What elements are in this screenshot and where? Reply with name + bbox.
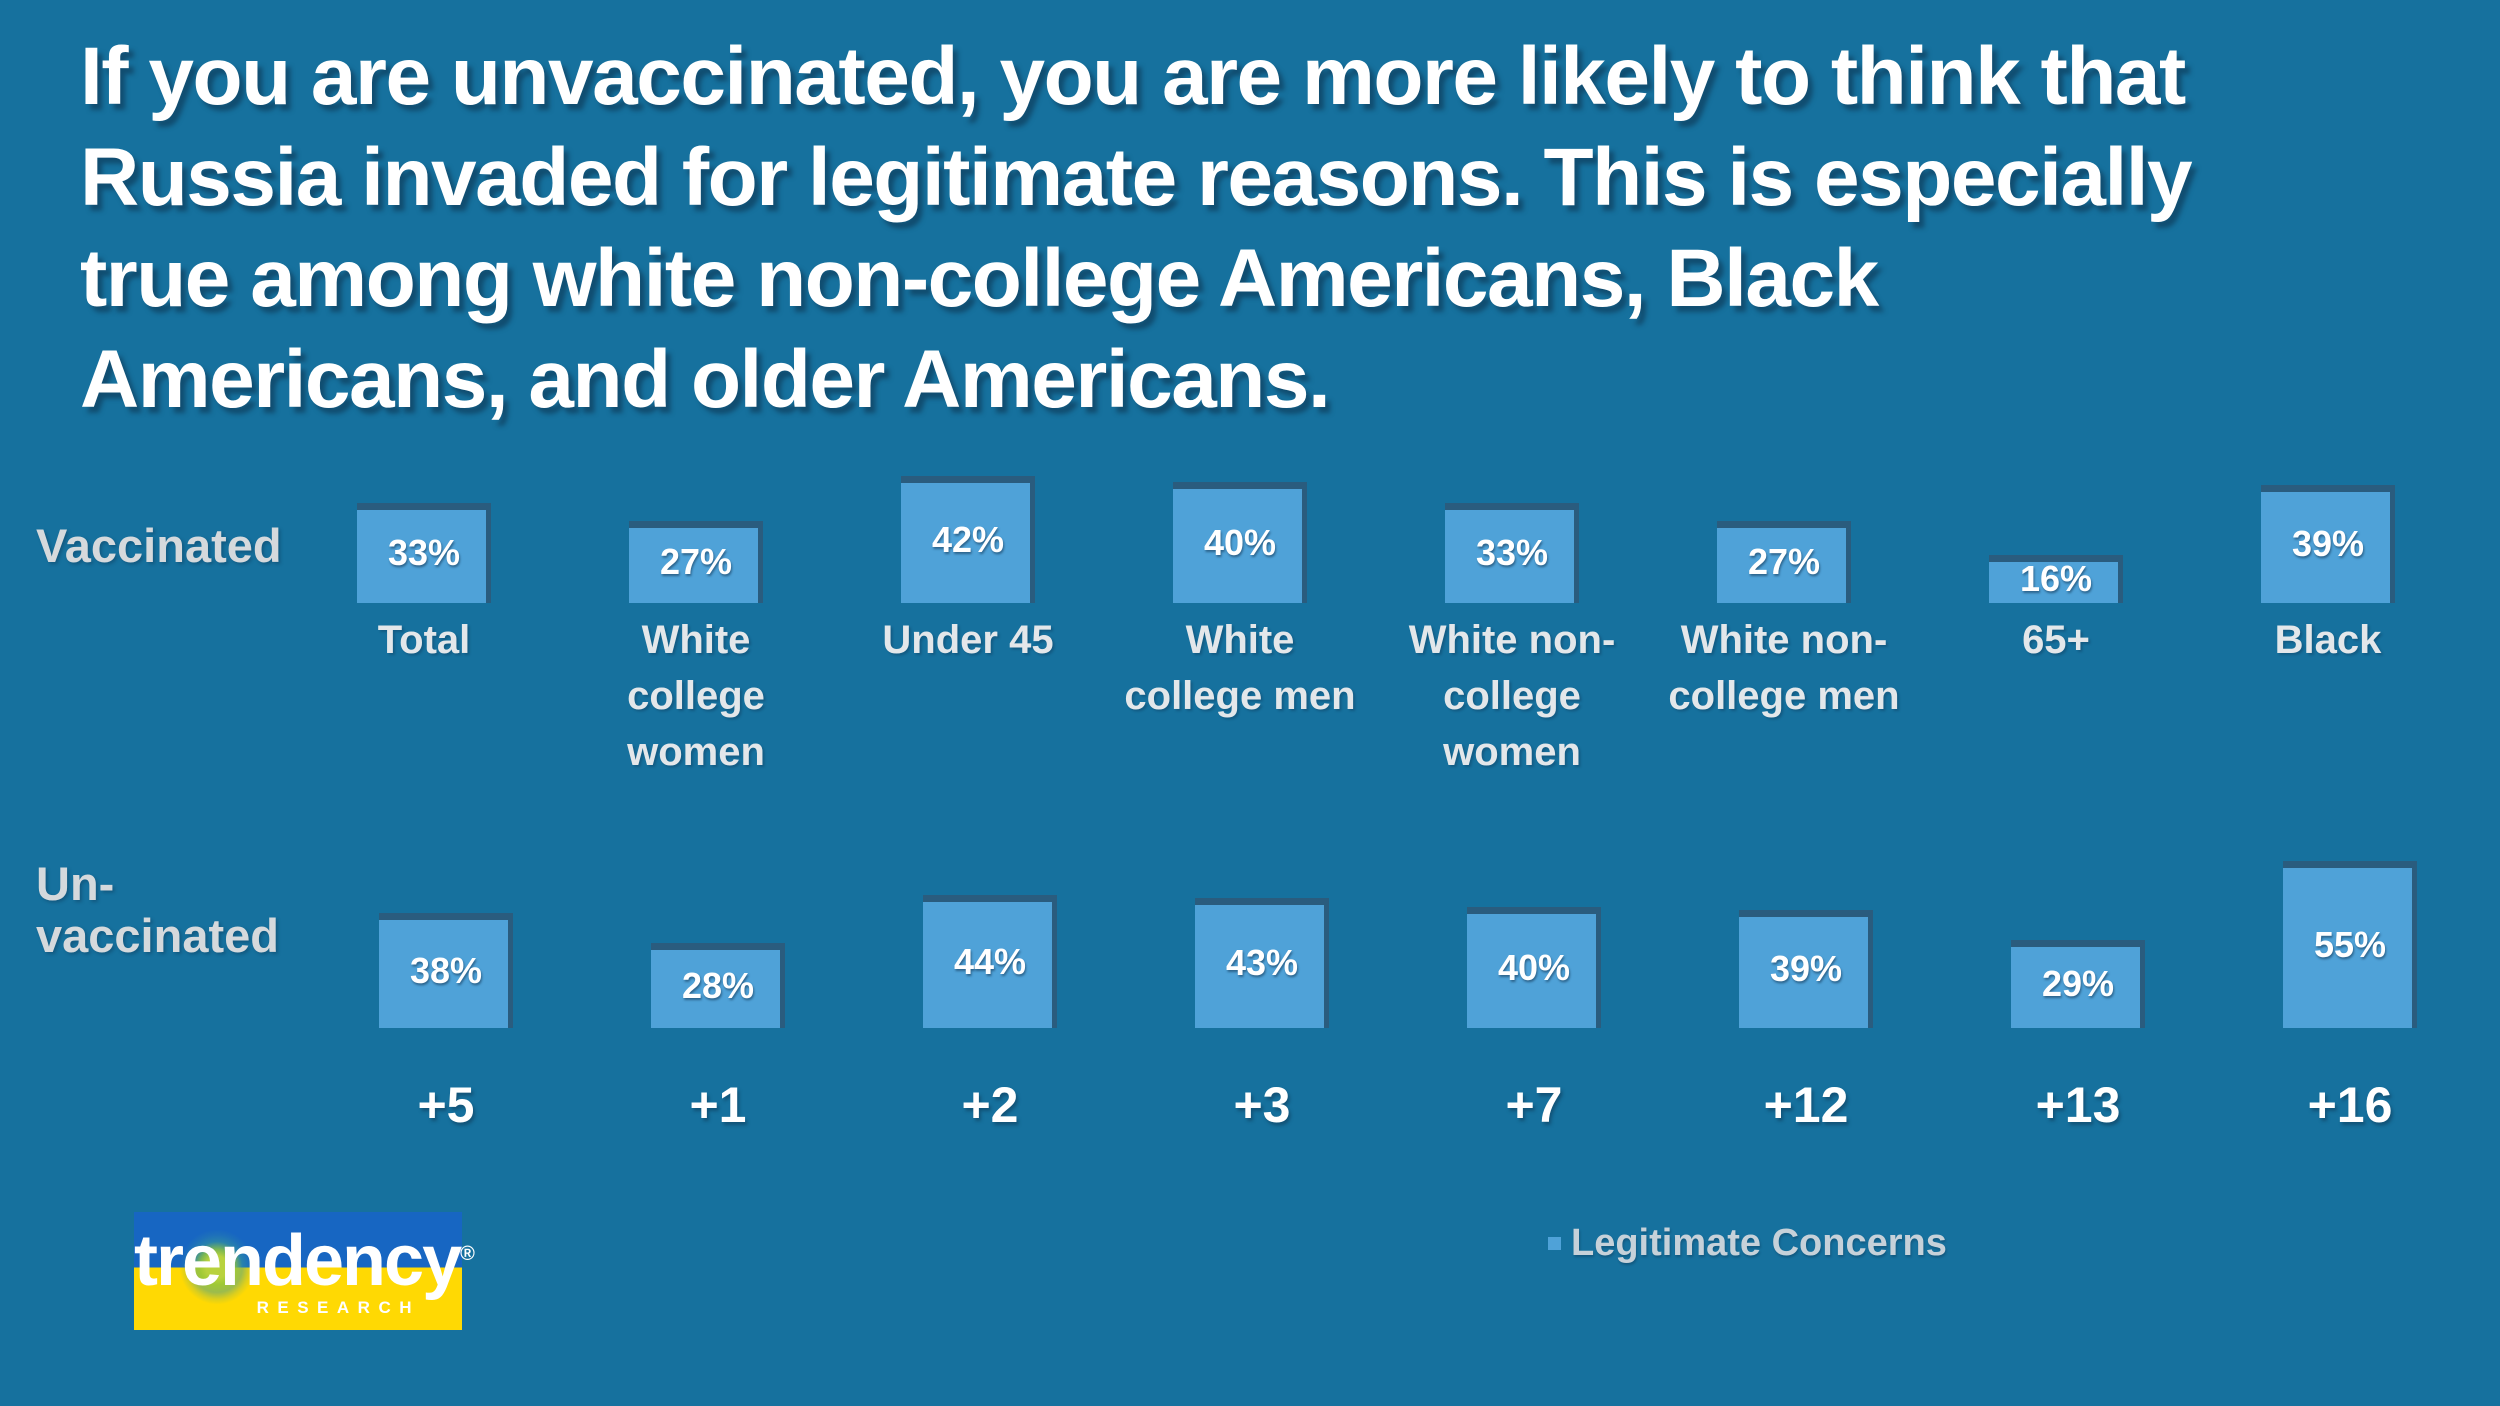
bar-unvaccinated: 55% xyxy=(2283,861,2417,1028)
chart-column: 33% Total 38% +5 xyxy=(288,0,560,1406)
category-label-line: women xyxy=(627,730,765,774)
bar-unvaccinated: 28% xyxy=(651,943,785,1028)
bar-unvaccinated: 38% xyxy=(379,913,513,1028)
bar-vaccinated-value: 40% xyxy=(1203,521,1277,563)
category-label: White non-college women xyxy=(1376,612,1648,780)
bar-vaccinated: 42% xyxy=(901,476,1035,603)
trendency-logo: trendency® RESEARCH xyxy=(134,1212,475,1330)
category-label-line: White xyxy=(1185,618,1295,662)
logo-brand-text: trendency xyxy=(134,1221,462,1301)
difference-label: +1 xyxy=(689,1077,747,1133)
bar-unvaccinated-value: 40% xyxy=(1497,946,1571,988)
bar-vaccinated-value: 27% xyxy=(1747,541,1821,582)
bar-vaccinated-value: 33% xyxy=(1475,532,1549,573)
category-label-line: White non- xyxy=(1680,618,1888,662)
title-line-4: Americans, and older Americans. xyxy=(80,334,1331,425)
difference-label: +13 xyxy=(2035,1077,2121,1133)
chart-column: 27% White college women 28% +1 xyxy=(560,0,832,1406)
bar-vaccinated-value: 33% xyxy=(387,532,461,573)
category-label-line: college men xyxy=(1124,674,1356,718)
category-label-line: college men xyxy=(1668,674,1900,718)
title-line-1: If you are unvaccinated, you are more li… xyxy=(80,31,2186,122)
bar-vaccinated: 16% xyxy=(1989,555,2123,603)
difference-label: +5 xyxy=(417,1077,475,1133)
logo-sunburst-icon xyxy=(178,1228,256,1306)
bar-unvaccinated: 39% xyxy=(1739,910,1873,1028)
title-line-3: true among white non-college Americans, … xyxy=(80,233,1879,324)
category-label-line: college xyxy=(1443,674,1581,718)
bar-vaccinated: 27% xyxy=(629,521,763,603)
bar-chart: 33% Total 38% +5 27% White college women 2… xyxy=(288,0,2464,1406)
difference-label: +2 xyxy=(961,1077,1019,1133)
bar-unvaccinated: 29% xyxy=(2011,940,2145,1028)
bar-unvaccinated-value: 29% xyxy=(2041,963,2115,1004)
bar-unvaccinated-value: 55% xyxy=(2313,923,2387,965)
category-label: White non-college men xyxy=(1648,612,1920,724)
category-label-line: college xyxy=(627,674,765,718)
logo-subtitle: RESEARCH xyxy=(256,1298,420,1317)
bar-unvaccinated-value: 44% xyxy=(953,940,1027,982)
difference-label: +7 xyxy=(1505,1077,1563,1133)
bar-unvaccinated-value: 43% xyxy=(1225,942,1299,983)
bar-vaccinated: 27% xyxy=(1717,521,1851,603)
difference-label: +16 xyxy=(2307,1077,2393,1133)
row-label-unvaccinated: Un- vaccinated xyxy=(36,858,279,962)
category-label-line: Under 45 xyxy=(882,618,1054,662)
title-line-2: Russia invaded for legitimate reasons. T… xyxy=(80,132,2193,223)
row-label-unvaccinated-line-1: Un- xyxy=(36,857,115,910)
difference-label: +3 xyxy=(1233,1077,1291,1133)
bar-vaccinated: 33% xyxy=(357,503,491,603)
bar-unvaccinated-value: 28% xyxy=(681,964,755,1006)
legend-swatch-icon xyxy=(1548,1237,1561,1250)
category-label-line: White non- xyxy=(1408,618,1616,662)
chart-column: 16% 65+ 29% +13 xyxy=(1920,0,2192,1406)
difference-label: +12 xyxy=(1763,1077,1849,1133)
category-label-line: 65+ xyxy=(2022,618,2090,662)
bar-vaccinated-value: 16% xyxy=(2019,558,2093,599)
chart-column: 40% White college men 43% +3 xyxy=(1104,0,1376,1406)
category-label-line: Black xyxy=(2274,618,2382,662)
category-label-line: Total xyxy=(377,618,471,662)
row-label-vaccinated: Vaccinated xyxy=(36,519,282,572)
logo-brand-name: trendency® xyxy=(134,1220,475,1302)
bar-vaccinated-value: 27% xyxy=(659,541,733,582)
row-label-unvaccinated-line-2: vaccinated xyxy=(36,909,279,962)
bar-vaccinated: 33% xyxy=(1445,503,1579,603)
chart-column: 27% White non-college men 39% +12 xyxy=(1648,0,1920,1406)
category-label: 65+ xyxy=(1920,612,2192,668)
bar-unvaccinated: 44% xyxy=(923,895,1057,1028)
category-label: White college men xyxy=(1104,612,1376,724)
category-label: Under 45 xyxy=(832,612,1104,668)
page-title: If you are unvaccinated, you are more li… xyxy=(80,26,2500,430)
bar-vaccinated: 40% xyxy=(1173,482,1307,603)
category-label-line: women xyxy=(1443,730,1581,774)
registered-trademark-icon: ® xyxy=(460,1243,475,1265)
legend-label: Legitimate Concerns xyxy=(1571,1222,1947,1264)
category-label: Total xyxy=(288,612,560,668)
bar-vaccinated: 39% xyxy=(2261,485,2395,603)
chart-column: 33% White non-college women 40% +7 xyxy=(1376,0,1648,1406)
chart-column: 39% Black 55% +16 xyxy=(2192,0,2464,1406)
category-label: Black xyxy=(2192,612,2464,668)
bar-unvaccinated: 43% xyxy=(1195,898,1329,1028)
category-label: White college women xyxy=(560,612,832,780)
bar-vaccinated-value: 42% xyxy=(931,518,1005,560)
legend: Legitimate Concerns xyxy=(1548,1222,1947,1265)
bar-unvaccinated: 40% xyxy=(1467,907,1601,1028)
bar-unvaccinated-value: 39% xyxy=(1769,948,1843,989)
category-label-line: White xyxy=(641,618,751,662)
bar-unvaccinated-value: 38% xyxy=(409,949,483,991)
chart-column: 42% Under 45 44% +2 xyxy=(832,0,1104,1406)
bar-vaccinated-value: 39% xyxy=(2291,523,2365,564)
